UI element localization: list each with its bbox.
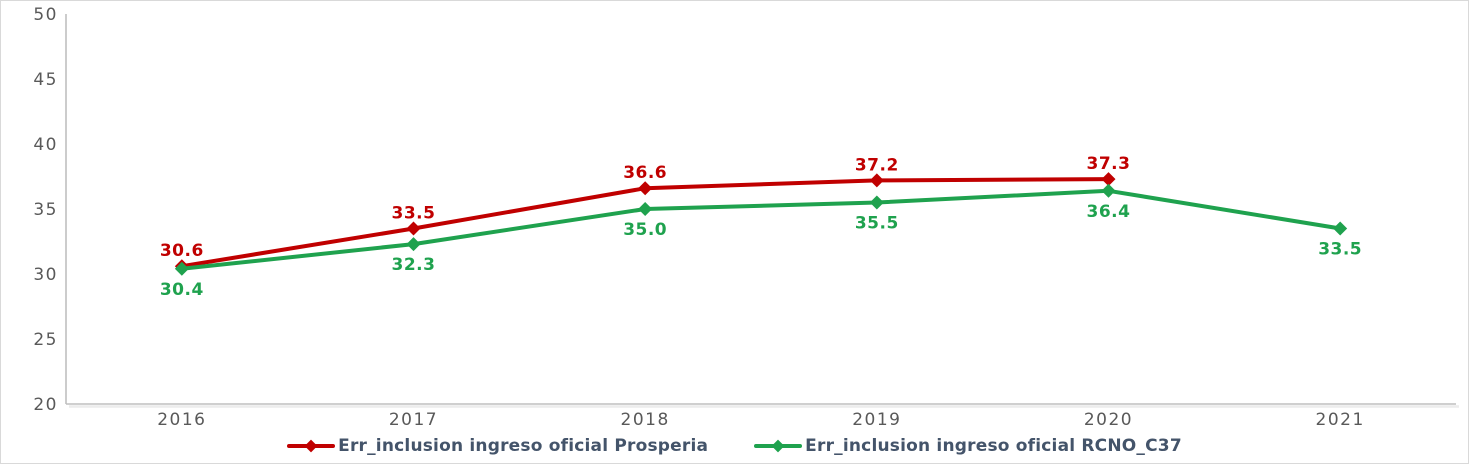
data-point-marker xyxy=(869,195,884,210)
data-point-marker xyxy=(1101,183,1116,198)
x-tick-label: 2017 xyxy=(389,410,438,430)
legend-label-prosperia: Err_inclusion ingreso oficial Prosperia xyxy=(338,436,709,456)
data-label: 37.2 xyxy=(855,155,899,175)
data-point-marker xyxy=(869,173,884,188)
y-tick-label: 30 xyxy=(33,265,58,285)
diamond-marker-icon xyxy=(304,439,318,453)
x-tick-label: 2020 xyxy=(1084,410,1133,430)
data-label: 32.3 xyxy=(392,255,436,275)
data-point-marker xyxy=(638,202,653,216)
data-label: 30.6 xyxy=(160,241,204,261)
legend-label-rcno-c37: Err_inclusion ingreso oficial RCNO_C37 xyxy=(805,436,1182,456)
legend-line-swatch xyxy=(287,439,336,453)
legend-line-swatch xyxy=(754,439,803,453)
legend-item-prosperia: Err_inclusion ingreso oficial Prosperia xyxy=(287,436,708,456)
diamond-marker-icon xyxy=(771,439,785,453)
data-point-marker xyxy=(406,237,421,252)
data-point-marker xyxy=(1333,221,1348,236)
x-tick-label: 2019 xyxy=(852,410,901,430)
data-label: 30.4 xyxy=(160,280,204,300)
data-label: 37.3 xyxy=(1087,154,1131,174)
data-point-marker xyxy=(638,181,653,196)
y-tick-label: 40 xyxy=(33,135,58,155)
data-label: 36.6 xyxy=(623,163,667,183)
data-label: 35.0 xyxy=(623,220,667,240)
chart-legend: Err_inclusion ingreso oficial Prosperia … xyxy=(1,436,1468,456)
x-tick-label: 2018 xyxy=(621,410,670,430)
y-tick-label: 50 xyxy=(33,5,58,25)
legend-item-rcno-c37: Err_inclusion ingreso oficial RCNO_C37 xyxy=(754,436,1182,456)
y-tick-label: 20 xyxy=(33,395,58,415)
y-tick-label: 45 xyxy=(33,70,58,90)
y-tick-label: 35 xyxy=(33,200,58,220)
data-point-marker xyxy=(1101,172,1116,187)
data-point-marker xyxy=(174,261,189,276)
data-label: 36.4 xyxy=(1087,202,1131,222)
y-tick-label: 25 xyxy=(33,330,58,350)
data-point-marker xyxy=(406,221,421,236)
data-label: 33.5 xyxy=(392,204,436,224)
data-label: 33.5 xyxy=(1318,240,1362,260)
x-tick-label: 2016 xyxy=(157,410,206,430)
x-tick-label: 2021 xyxy=(1316,410,1365,430)
data-label: 35.5 xyxy=(855,214,899,234)
series-line-1 xyxy=(179,188,1343,271)
